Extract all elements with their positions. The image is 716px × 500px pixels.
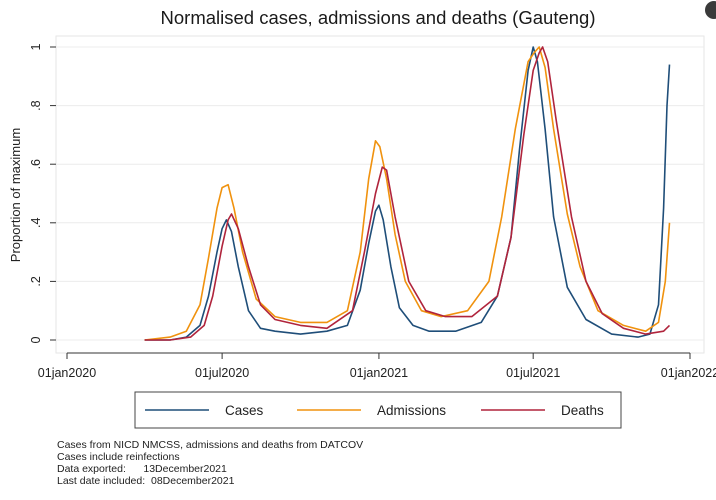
- y-tick-label: 0: [29, 336, 43, 343]
- y-tick-label: 1: [29, 43, 43, 50]
- chart-title: Normalised cases, admissions and deaths …: [161, 7, 596, 28]
- series-lines: [144, 46, 671, 341]
- plot-area-frame: [55, 35, 705, 354]
- note-line: Last date included: 08December2021: [57, 475, 235, 487]
- legend: Cases Admissions Deaths: [134, 391, 622, 429]
- series-line-deaths: [144, 46, 671, 341]
- axes: 0 .2 .4 .6 .8 1 01jan2020 01jul2020 01jan2021 01j…: [29, 43, 716, 380]
- y-tick-label: .8: [29, 100, 43, 110]
- y-tick-label: .4: [29, 218, 43, 228]
- corner-marker-icon: [705, 1, 716, 19]
- source-notes: Cases from NICD NMCSS, admissions and de…: [57, 439, 363, 487]
- x-tick-label: 01jul2020: [195, 366, 249, 380]
- x-tick-label: 01jan2022: [661, 366, 716, 380]
- x-tick-label: 01jan2021: [350, 366, 408, 380]
- y-axis-title: Proportion of maximum: [8, 128, 23, 262]
- note-line: Cases include reinfections: [57, 451, 180, 463]
- gridlines: [56, 46, 704, 341]
- legend-label-deaths: Deaths: [561, 403, 604, 418]
- series-line-admissions: [144, 46, 671, 341]
- legend-label-cases: Cases: [225, 403, 264, 418]
- note-line: Cases from NICD NMCSS, admissions and de…: [57, 439, 363, 451]
- x-tick-label: 01jan2020: [38, 366, 96, 380]
- legend-label-admissions: Admissions: [377, 403, 446, 418]
- note-line: Data exported: 13December2021: [57, 463, 227, 475]
- y-tick-label: .2: [29, 276, 43, 286]
- y-tick-label: .6: [29, 159, 43, 169]
- x-tick-label: 01jul2021: [506, 366, 560, 380]
